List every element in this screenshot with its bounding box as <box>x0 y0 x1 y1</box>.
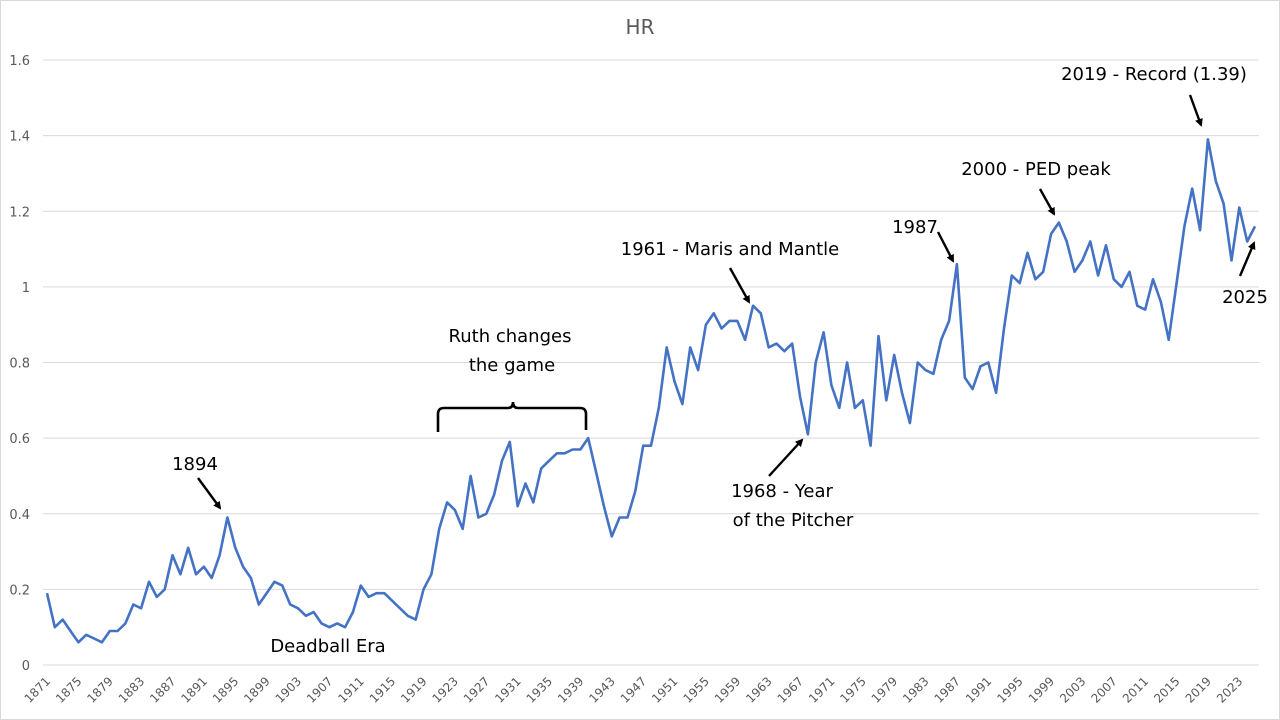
x-tick-label: 1935 <box>524 674 555 705</box>
gridlines <box>43 59 1259 666</box>
x-tick-label: 1879 <box>84 674 115 705</box>
annotation-arrow-icon <box>1238 241 1256 277</box>
y-axis-ticks: 0 0.2 0.4 0.6 0.8 1 1.2 1.4 1.6 <box>9 54 30 674</box>
x-axis-ticks: 1871 1875 1879 1883 1887 1891 1895 1899 1903 1907… <box>22 674 1246 705</box>
y-tick-label: 0.4 <box>9 508 30 523</box>
ruth-era-brace <box>436 401 588 432</box>
y-tick-label: 1.6 <box>9 54 30 69</box>
x-tick-label: 1991 <box>963 674 994 705</box>
x-tick-label: 1871 <box>22 674 53 705</box>
annotation-a2025: 2025 <box>1222 287 1268 308</box>
x-tick-label: 1931 <box>492 674 523 705</box>
x-tick-label: 2007 <box>1088 674 1119 705</box>
x-tick-label: 2011 <box>1120 674 1151 705</box>
x-tick-label: 1967 <box>775 674 806 705</box>
annotation-a1961: 1961 - Maris and Mantle <box>621 239 840 260</box>
annotation-arrow-icon <box>1038 188 1056 216</box>
annotation-a1968b: of the Pitcher <box>733 510 854 531</box>
annotation-a2019: 2019 - Record (1.39) <box>1061 64 1247 85</box>
y-tick-label: 0 <box>22 659 30 674</box>
annotation-a1894: 1894 <box>172 454 218 475</box>
x-tick-label: 2019 <box>1183 674 1214 705</box>
x-tick-label: 1983 <box>900 674 931 705</box>
x-tick-label: 1975 <box>837 674 868 705</box>
y-tick-label: 1.4 <box>9 130 30 145</box>
x-tick-label: 1927 <box>461 674 492 705</box>
y-tick-label: 1 <box>22 281 30 296</box>
x-tick-label: 1915 <box>367 674 398 705</box>
x-tick-label: 1911 <box>335 674 366 705</box>
x-tick-label: 2023 <box>1214 674 1245 705</box>
x-tick-label: 1947 <box>618 674 649 705</box>
x-tick-label: 1887 <box>147 674 178 705</box>
annotations: 1894 Deadball Era Ruth changes the game 1961… <box>172 64 1268 657</box>
x-tick-label: 1951 <box>649 674 680 705</box>
x-tick-label: 1883 <box>116 674 147 705</box>
x-tick-label: 2003 <box>1057 674 1088 705</box>
annotation-a1987: 1987 <box>892 217 938 238</box>
y-tick-label: 0.6 <box>9 432 30 447</box>
x-tick-label: 1963 <box>743 674 774 705</box>
annotation-aruth2: the game <box>469 355 555 376</box>
y-tick-label: 0.8 <box>9 357 30 372</box>
x-tick-label: 1999 <box>1026 674 1057 705</box>
x-tick-label: 1895 <box>210 674 241 705</box>
annotation-arrow-icon <box>936 231 955 263</box>
annotation-arrow-icon <box>1188 94 1203 127</box>
annotation-a2000: 2000 - PED peak <box>961 159 1111 180</box>
y-tick-label: 1.2 <box>9 205 30 220</box>
hr-series-line <box>45 138 1257 644</box>
x-tick-label: 1943 <box>586 674 617 705</box>
annotation-aruth1: Ruth changes <box>449 326 572 347</box>
chart-title: HR <box>626 15 655 39</box>
x-tick-label: 1923 <box>430 674 461 705</box>
x-tick-label: 1955 <box>681 674 712 705</box>
x-tick-label: 1875 <box>53 674 84 705</box>
x-tick-label: 1907 <box>304 674 335 705</box>
annotation-arrow-icon <box>728 267 751 304</box>
x-tick-label: 1979 <box>869 674 900 705</box>
x-tick-label: 1899 <box>241 674 272 705</box>
y-tick-label: 0.2 <box>9 583 30 598</box>
x-tick-label: 1919 <box>398 674 429 705</box>
x-tick-label: 1939 <box>555 674 586 705</box>
x-tick-label: 1971 <box>806 674 837 705</box>
x-tick-label: 1903 <box>273 674 304 705</box>
x-tick-label: 1987 <box>932 674 963 705</box>
x-tick-label: 1891 <box>179 674 210 705</box>
annotation-adeadball: Deadball Era <box>270 636 385 657</box>
x-tick-label: 2015 <box>1151 674 1182 705</box>
x-tick-label: 1959 <box>712 674 743 705</box>
x-tick-label: 1995 <box>994 674 1025 705</box>
annotation-arrow-icon <box>768 438 804 477</box>
annotation-arrow-icon <box>197 477 222 510</box>
annotation-a1968a: 1968 - Year <box>731 481 833 502</box>
